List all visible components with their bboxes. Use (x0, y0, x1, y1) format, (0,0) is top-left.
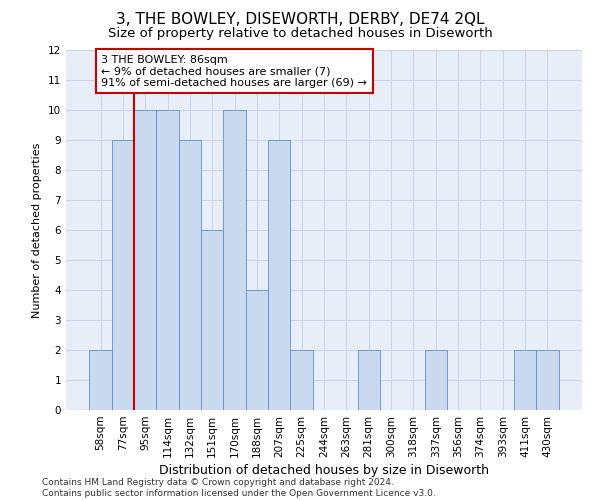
Bar (358, 350, 380, 410)
Text: Contains HM Land Registry data © Crown copyright and database right 2024.
Contai: Contains HM Land Registry data © Crown c… (42, 478, 436, 498)
Bar (201, 230, 223, 410)
Bar (514, 350, 536, 410)
Bar (134, 110, 157, 410)
Bar (157, 110, 179, 410)
Text: 3 THE BOWLEY: 86sqm
← 9% of detached houses are smaller (7)
91% of semi-detached: 3 THE BOWLEY: 86sqm ← 9% of detached hou… (101, 54, 367, 88)
Bar (179, 140, 201, 410)
Bar (290, 350, 313, 410)
X-axis label: Distribution of detached houses by size in Diseworth: Distribution of detached houses by size … (159, 464, 489, 477)
Bar (223, 110, 246, 410)
Text: Size of property relative to detached houses in Diseworth: Size of property relative to detached ho… (107, 28, 493, 40)
Text: 3, THE BOWLEY, DISEWORTH, DERBY, DE74 2QL: 3, THE BOWLEY, DISEWORTH, DERBY, DE74 2Q… (116, 12, 484, 28)
Bar (425, 350, 447, 410)
Bar (112, 140, 134, 410)
Bar (246, 290, 268, 410)
Y-axis label: Number of detached properties: Number of detached properties (32, 142, 43, 318)
Bar (536, 350, 559, 410)
Bar (268, 140, 290, 410)
Bar (89, 350, 112, 410)
